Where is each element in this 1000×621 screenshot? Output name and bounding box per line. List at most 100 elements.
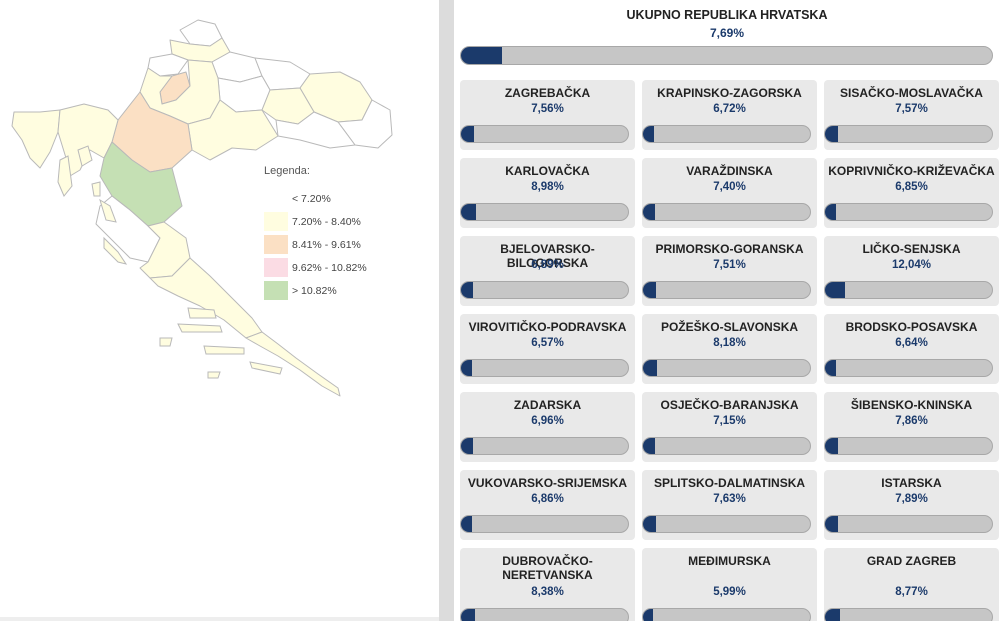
county-card[interactable]: OSJEČKO-BARANJSKA 7,15% [642,392,817,462]
county-value: 8,18% [713,337,746,349]
county-progress-bar [460,281,629,299]
county-value: 6,96% [531,415,564,427]
county-card[interactable]: KARLOVAČKA 8,98% [460,158,635,228]
map-region-licko-senjska[interactable] [99,141,183,227]
map-region-istarska[interactable] [11,109,61,169]
county-card[interactable]: ISTARSKA 7,89% [824,470,999,540]
county-name: BRODSKO-POSAVSKA [845,320,978,334]
county-card[interactable]: BRODSKO-POSAVSKA 6,64% [824,314,999,384]
map-island-dugi-otok [103,236,128,265]
county-value: 6,85% [895,181,928,193]
county-progress-fill [643,126,655,142]
county-value: 6,89% [531,259,564,271]
legend-swatch [264,281,288,300]
results-panel: UKUPNO REPUBLIKA HRVATSKA 7,69% ZAGREBAČ… [454,0,1000,621]
county-progress-fill [643,282,656,298]
map-island-vis [159,337,173,347]
map-panel: Legenda: < 7.20% 7.20% - 8.40% 8.41% - 9… [0,0,440,621]
county-name: VARAŽDINSKA [686,164,773,178]
total-value: 7,69% [709,26,745,40]
county-card[interactable]: ZADARSKA 6,96% [460,392,635,462]
county-progress-fill [461,126,474,142]
legend-swatch [264,235,288,254]
county-name: ISTARSKA [881,476,942,490]
county-card[interactable]: PRIMORSKO-GORANSKA 7,51% [642,236,817,306]
county-progress-fill [461,516,473,532]
county-name: DUBROVAČKO-NERETVANSKA [502,554,593,582]
county-progress-bar [824,515,993,533]
map-region-dubrovacko-neretvanska[interactable] [245,331,341,397]
panel-divider [439,0,454,621]
horizontal-scrollbar-track[interactable] [0,617,440,621]
county-progress-bar [460,359,629,377]
county-card[interactable]: MEĐIMURSKA 5,99% [642,548,817,621]
map-island-mljet [249,361,283,375]
county-card[interactable]: BJELOVARSKO-BILOGORSKA 6,89% [460,236,635,306]
legend-label: 8.41% - 9.61% [292,238,361,251]
legend-title: Legenda: [264,165,310,177]
county-name: KOPRIVNIČKO-KRIŽEVAČKA [828,164,995,178]
county-name: MEĐIMURSKA [688,554,771,568]
map-island-pag [99,198,117,223]
county-name: PRIMORSKO-GORANSKA [655,242,804,256]
county-card[interactable]: KRAPINSKO-ZAGORSKA 6,72% [642,80,817,150]
county-value: 12,04% [891,259,931,271]
county-value: 8,98% [531,181,564,193]
county-name: POŽEŠKO-SLAVONSKA [660,320,799,334]
county-card[interactable]: SISAČKO-MOSLAVAČKA 7,57% [824,80,999,150]
map-legend: Legenda: < 7.20% 7.20% - 8.40% 8.41% - 9… [264,165,374,302]
county-value: 6,64% [895,337,928,349]
county-progress-fill [825,204,837,220]
county-card[interactable]: ZAGREBAČKA 7,56% [460,80,635,150]
county-name: ZAGREBAČKA [504,86,591,100]
legend-label: 7.20% - 8.40% [292,215,361,228]
map-island-lastovo [207,371,221,379]
county-card[interactable]: VARAŽDINSKA 7,40% [642,158,817,228]
county-card[interactable]: SPLITSKO-DALMATINSKA 7,63% [642,470,817,540]
county-name: KARLOVAČKA [505,164,590,178]
map-region-primorsko-goranska[interactable] [57,103,119,177]
county-card[interactable]: VIROVITIČKO-PODRAVSKA 6,57% [460,314,635,384]
county-card[interactable]: POŽEŠKO-SLAVONSKA 8,18% [642,314,817,384]
county-name: LIČKO-SENJSKA [862,242,961,256]
map-region-brodsko-posavska[interactable] [275,111,356,149]
county-card[interactable]: ŠIBENSKO-KNINSKA 7,86% [824,392,999,462]
county-name: BJELOVARSKO-BILOGORSKA [500,242,595,270]
county-progress-bar [460,125,629,143]
county-progress-fill [643,516,656,532]
county-value: 5,99% [713,586,746,598]
county-value: 7,63% [713,493,746,505]
county-card[interactable]: VUKOVARSKO-SRIJEMSKA 6,86% [460,470,635,540]
county-name: VIROVITIČKO-PODRAVSKA [468,320,627,334]
county-value: 8,77% [895,586,928,598]
county-value: 6,86% [531,493,564,505]
county-progress-fill [643,204,656,220]
county-name: ZADARSKA [513,398,582,412]
county-card[interactable]: GRAD ZAGREB 8,77% [824,548,999,621]
county-progress-fill [461,360,472,376]
legend-label: 9.62% - 10.82% [292,261,367,274]
county-progress-fill [643,360,657,376]
county-card[interactable]: KOPRIVNIČKO-KRIŽEVAČKA 6,85% [824,158,999,228]
county-card[interactable]: LIČKO-SENJSKA 12,04% [824,236,999,306]
county-progress-bar [642,359,811,377]
county-progress-fill [825,516,839,532]
county-value: 7,40% [713,181,746,193]
croatia-map [11,19,393,397]
map-region-sisacko-moslavacka[interactable] [187,99,279,161]
map-island-krk [77,145,93,167]
total-progress-bar [460,46,993,65]
county-value: 7,51% [713,259,746,271]
county-progress-fill [825,438,839,454]
county-progress-fill [825,360,837,376]
legend-item: 8.41% - 9.61% [264,233,374,256]
county-card[interactable]: DUBROVAČKO-NERETVANSKA 8,38% [460,548,635,621]
county-name: VUKOVARSKO-SRIJEMSKA [467,476,628,490]
county-progress-fill [461,204,476,220]
legend-item: > 10.82% [264,279,374,302]
county-progress-bar [824,359,993,377]
county-progress-bar [460,437,629,455]
county-progress-bar [642,437,811,455]
legend-label: > 10.82% [292,284,337,297]
county-progress-bar [824,281,993,299]
